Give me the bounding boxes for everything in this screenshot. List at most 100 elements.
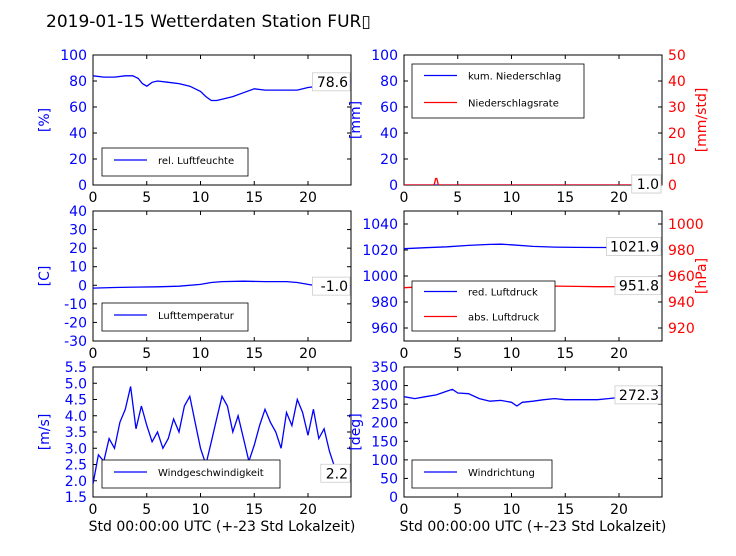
y-tick-label: 2.5 — [65, 458, 87, 474]
y-tick-label-right: 40 — [668, 74, 686, 90]
x-tick-label: 20 — [299, 502, 317, 518]
y-tick-label: 60 — [69, 100, 87, 116]
x-tick-label: 5 — [453, 346, 462, 362]
y-tick-label: 2.0 — [65, 474, 87, 490]
readout-value-right-box — [631, 174, 662, 194]
y-tick-label-right: 960 — [668, 269, 695, 285]
y-tick-label-right: 0 — [668, 178, 677, 194]
readout-value-box — [320, 463, 351, 483]
x-tick-label: 5 — [142, 502, 151, 518]
x-tick-label: 5 — [453, 502, 462, 518]
legend-box — [411, 459, 553, 489]
x-tick-label: 5 — [142, 190, 151, 206]
legend-label: abs. Luftdruck — [468, 313, 539, 324]
y-tick-label: -20 — [64, 315, 87, 331]
y-tick-label: 150 — [371, 434, 398, 450]
y-tick-label: 40 — [69, 126, 87, 142]
legend-label: Windgeschwindigkeit — [158, 468, 264, 479]
series-line-windspeed-0 — [93, 386, 351, 485]
readout-value-right: 951.8 — [619, 279, 659, 295]
y-tick-label: 100 — [371, 48, 398, 64]
y-tick-label-right: 980 — [668, 243, 695, 259]
x-tick-label: 20 — [299, 346, 317, 362]
y-tick-label-right: 30 — [668, 100, 686, 116]
series-line-humidity-0 — [93, 75, 351, 102]
y-tick-label: 1.5 — [65, 490, 87, 506]
x-tick-label: 0 — [89, 346, 98, 362]
x-tick-label: 15 — [245, 190, 263, 206]
y-tick-label: 3.5 — [65, 425, 87, 441]
x-tick-label: 15 — [556, 346, 574, 362]
plot-frame — [92, 210, 352, 342]
x-tick-label: 15 — [556, 502, 574, 518]
x-tick-label: 20 — [610, 502, 628, 518]
legend-box — [101, 147, 249, 177]
y-tick-label: 1000 — [362, 269, 398, 285]
y-tick-label: 0 — [389, 490, 398, 506]
x-tick-label: 10 — [192, 346, 210, 362]
y-tick-label: 960 — [371, 321, 398, 337]
readout-value: 2.2 — [326, 466, 348, 482]
y-axis-label-right: [hPa] — [694, 258, 710, 294]
y-tick-label-right: 1000 — [668, 217, 704, 233]
panel-pressure: 0 5 10 15 20 960 980 1000 1020 1040 920 940 960 980 10… — [362, 210, 710, 362]
panel-humidity: 0 5 10 15 20 0 20 40 60 80 100 [%] rel. Luftfeuchte 7… — [37, 48, 352, 206]
readout-value: 272.3 — [619, 388, 659, 404]
y-tick-label: 1020 — [362, 243, 398, 259]
legend-box — [101, 302, 249, 332]
readout-value-box — [311, 276, 351, 296]
readout-value-box — [311, 72, 351, 92]
panel-temperature: 0 5 10 15 20 -30 -20 -10 0 10 20 30 40 [C] Lufttempera… — [37, 204, 352, 362]
readout-value-box — [606, 237, 662, 256]
y-tick-label: 100 — [60, 48, 87, 64]
y-tick-label: 80 — [380, 74, 398, 90]
y-tick-label: 250 — [371, 397, 398, 413]
y-tick-label: 0 — [78, 278, 87, 294]
x-axis-label-left: Std 00:00:00 UTC (+-23 Std Lokalzeit) — [89, 519, 356, 535]
y-tick-label: 980 — [371, 295, 398, 311]
x-tick-label: 15 — [245, 346, 263, 362]
readout-value-right-box — [614, 276, 662, 296]
x-tick-label: 0 — [400, 346, 409, 362]
legend-box — [411, 63, 585, 119]
panel-windspeed: 0 5 10 15 20 1.52.02.53.03.54.04.55.05.5 [m/s]… — [37, 360, 352, 518]
x-tick-label: 20 — [610, 346, 628, 362]
y-tick-label: 60 — [380, 100, 398, 116]
y-axis-label: [%] — [37, 108, 53, 132]
y-tick-label: 0 — [389, 178, 398, 194]
x-tick-label: 10 — [192, 502, 210, 518]
legend-label: Windrichtung — [468, 468, 535, 479]
y-tick-label: 100 — [371, 453, 398, 469]
y-tick-label: -10 — [64, 297, 87, 313]
x-tick-label: 20 — [610, 190, 628, 206]
x-tick-label: 20 — [299, 190, 317, 206]
y-tick-label-right: 10 — [668, 152, 686, 168]
y-tick-label: 80 — [69, 74, 87, 90]
y-tick-label: 300 — [371, 379, 398, 395]
y-axis-label: [C] — [37, 266, 53, 287]
y-tick-label: 200 — [371, 416, 398, 432]
x-tick-label: 10 — [192, 190, 210, 206]
y-tick-label-right: 920 — [668, 321, 695, 337]
plot-frame — [92, 54, 352, 186]
x-tick-label: 0 — [400, 502, 409, 518]
y-tick-label: 20 — [69, 152, 87, 168]
x-tick-label: 0 — [89, 502, 98, 518]
y-tick-label: 3.0 — [65, 441, 87, 457]
y-tick-label: 50 — [380, 471, 398, 487]
y-tick-label-right: 50 — [668, 48, 686, 64]
panel-winddir: 0 5 10 15 20050100150200250300350[deg]Windri… — [348, 360, 663, 518]
y-tick-label: 4.0 — [65, 409, 87, 425]
legend-box — [101, 459, 281, 489]
legend-label: Niederschlagsrate — [468, 99, 559, 110]
x-tick-label: 10 — [503, 190, 521, 206]
y-tick-label: 5.0 — [65, 376, 87, 392]
y-tick-label: 1040 — [362, 217, 398, 233]
x-axis-label-right: Std 00:00:00 UTC (+-23 Std Lokalzeit) — [400, 519, 667, 535]
y-tick-label: 0 — [78, 178, 87, 194]
y-tick-label: 5.5 — [65, 360, 87, 376]
series-line-precip-1 — [404, 177, 662, 185]
legend-label: kum. Niederschlag — [468, 72, 561, 83]
